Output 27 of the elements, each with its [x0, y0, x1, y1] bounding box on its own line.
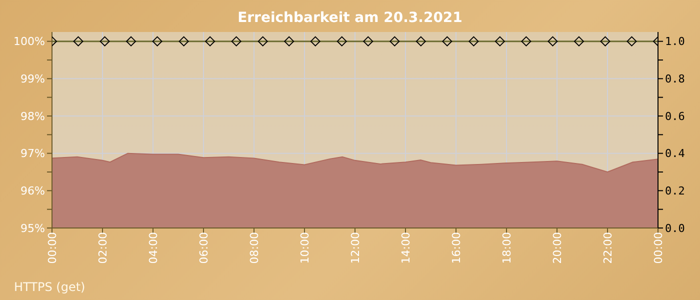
- x-tick-label: 06:00: [197, 232, 210, 264]
- y-tick-label: 96%: [20, 184, 45, 198]
- y2-tick-label: 0.0: [665, 222, 685, 235]
- y-tick-label: 97%: [20, 147, 45, 160]
- x-tick-label: 04:00: [146, 232, 160, 264]
- x-tick-label: 14:00: [399, 232, 412, 264]
- y-tick-label: 100%: [14, 35, 45, 48]
- x-tick-label: 00:00: [46, 232, 59, 264]
- x-tick-label: 20:00: [550, 232, 564, 264]
- text: HTTPS (get): [14, 280, 86, 294]
- chart-title: Erreichbarkeit am 20.3.2021: [236, 10, 464, 26]
- x-tick-label: 18:00: [500, 232, 514, 264]
- y-tick-label: 99%: [20, 72, 45, 86]
- y-tick-label: 98%: [20, 110, 45, 123]
- y2-tick-label: 0.2: [665, 184, 685, 198]
- y2-tick-label: 0.6: [665, 110, 685, 123]
- x-tick-label: 08:00: [248, 232, 261, 264]
- x-tick-label: 02:00: [96, 232, 110, 264]
- y-tick-label: 95%: [20, 222, 45, 235]
- x-tick-label: 22:00: [601, 232, 614, 264]
- y2-tick-label: 1.0: [665, 35, 685, 48]
- x-tick-label: 16:00: [450, 232, 463, 264]
- x-tick-label: 00:00: [652, 232, 665, 264]
- x-tick-label: 12:00: [348, 232, 362, 264]
- y2-tick-label: 0.4: [665, 147, 686, 160]
- x-tick-label: 10:00: [298, 232, 312, 264]
- y2-tick-label: 0.8: [665, 72, 685, 86]
